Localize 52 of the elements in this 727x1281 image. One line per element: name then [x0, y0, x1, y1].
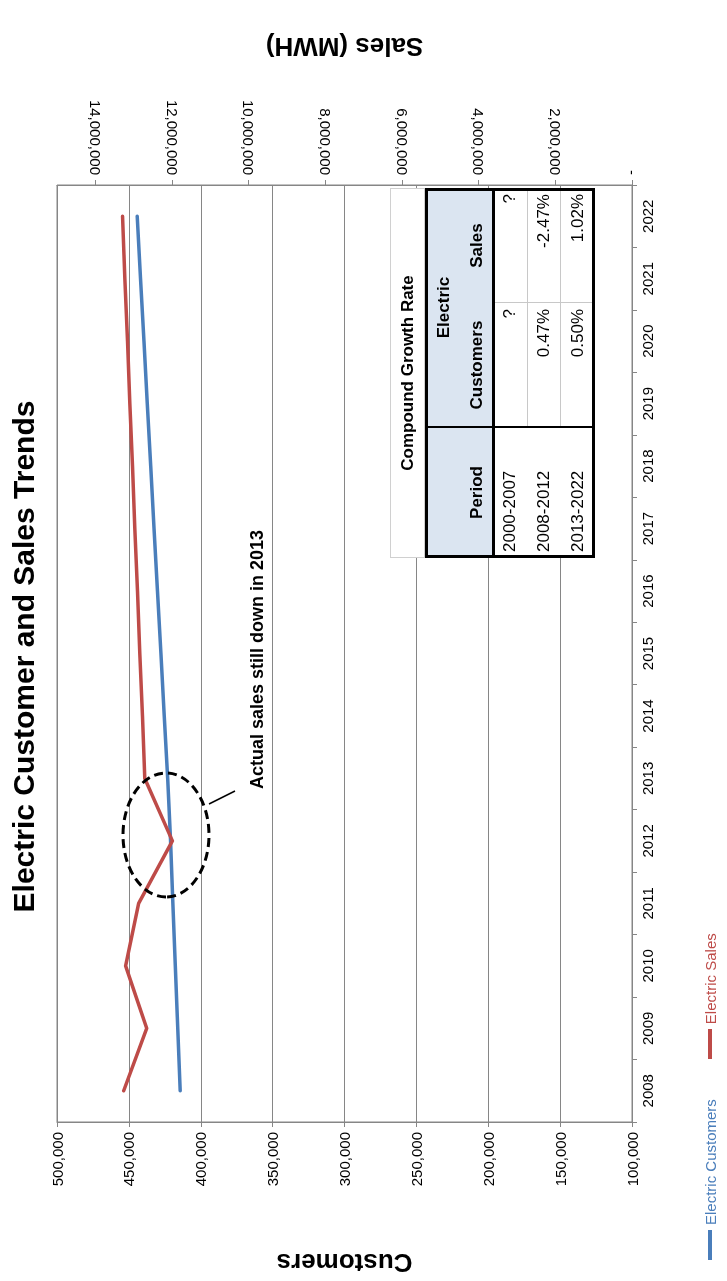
x-tick-label: 100,000: [623, 1132, 641, 1187]
annotation: Actual sales still down in 2013: [247, 529, 267, 789]
y-tick-label: 2016: [639, 574, 656, 608]
annotation: ?: [499, 193, 520, 206]
annotation: 0.50%: [566, 308, 588, 360]
x2-tick-label: 10,000,000: [240, 99, 258, 175]
x-tick-label: 250,000: [407, 1132, 425, 1187]
y-tick-label: 2009: [639, 1011, 656, 1045]
y-tick-label: 2008: [639, 1074, 656, 1108]
y-tick-label: 2018: [639, 449, 656, 483]
annotation: Sales: [465, 222, 487, 270]
text: Electric Sales: [701, 933, 719, 1025]
x2-tick-label: 14,000,000: [86, 99, 104, 175]
x-tick-label: 400,000: [192, 1132, 210, 1187]
y-tick-label: 2021: [639, 262, 656, 296]
y-tick-label: 2017: [639, 511, 656, 546]
x2-tick-label: 6,000,000: [393, 108, 411, 175]
annotation: Period: [465, 465, 487, 521]
annotation: 1.02%: [566, 193, 588, 245]
text: Electric Customers: [701, 1099, 719, 1225]
x-axis-title: Customers: [276, 1248, 413, 1278]
y-tick-label: 2015: [639, 636, 656, 671]
annotation: Compound Growth Rate: [390, 188, 425, 558]
y-tick-label: 2019: [639, 386, 656, 421]
x-tick-label: 200,000: [479, 1132, 497, 1187]
y-tick-label: 2012: [639, 824, 656, 858]
y-tick-label: 2020: [639, 324, 656, 358]
y-tick-label: 2011: [639, 887, 656, 920]
x-tick-label: 500,000: [48, 1132, 66, 1187]
annotation: 0.47%: [532, 308, 554, 360]
annotation: 2008-2012: [532, 469, 554, 554]
y-tick-label: 2010: [639, 949, 656, 983]
annotation: 2000-2007: [499, 469, 520, 554]
x-tick-label: 300,000: [336, 1132, 353, 1187]
x2-tick-label: 4,000,000: [470, 108, 488, 175]
annotation: Customers: [465, 319, 487, 412]
x2-tick-label: 2,000,000: [546, 108, 564, 175]
annotation: Electric: [433, 275, 454, 341]
x-tick-label: 450,000: [120, 1132, 138, 1187]
x-tick-label: 150,000: [551, 1132, 569, 1187]
annotation: 2013-2022: [566, 469, 588, 554]
y-tick-label: 2014: [639, 699, 656, 733]
x2-axis-title: Sales (MWH): [265, 32, 424, 62]
y-tick-label: 2013: [639, 761, 656, 796]
x-tick-label: 350,000: [264, 1132, 282, 1187]
annotation: ?: [499, 308, 520, 321]
text: Electric Customer and Sales Trends: [6, 400, 40, 913]
annotation: -2.47%: [532, 193, 554, 250]
y-tick-label: 2022: [639, 199, 656, 233]
x2-tick-label: 12,000,000: [163, 99, 181, 175]
x2-tick-label: -: [623, 170, 641, 175]
x2-tick-label: 8,000,000: [316, 108, 334, 175]
